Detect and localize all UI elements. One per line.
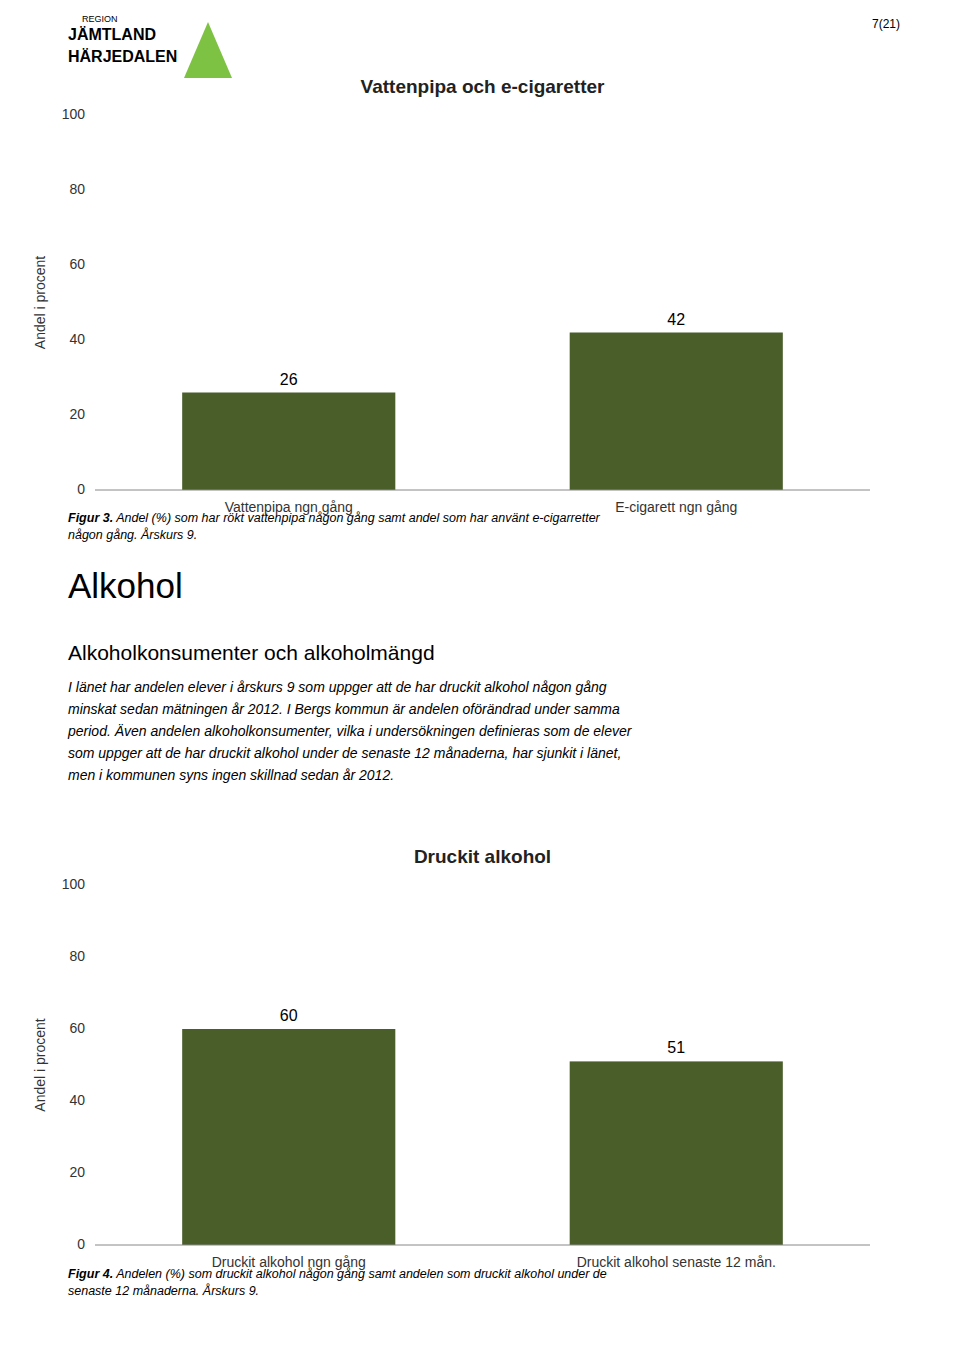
data-label: 26 xyxy=(280,371,298,388)
bar xyxy=(182,1029,395,1245)
x-tick-label: E-cigarett ngn gång xyxy=(615,499,737,515)
text-line: någon gång. Årskurs 9. xyxy=(68,527,197,542)
bar xyxy=(570,333,783,491)
text-line: men i kommunen syns ingen skillnad sedan… xyxy=(68,767,394,783)
text-line: period. Även andelen alkoholkonsumenter,… xyxy=(67,723,633,739)
y-tick-label: 20 xyxy=(69,406,85,422)
y-tick-label: 60 xyxy=(69,256,85,272)
y-tick-label: 0 xyxy=(77,481,85,497)
page-number: 7(21) xyxy=(872,17,900,31)
y-axis-label: Andel i procent xyxy=(32,1018,48,1112)
caption-label: Figur 4. xyxy=(68,1267,113,1281)
text-line: I länet har andelen elever i årskurs 9 s… xyxy=(68,679,607,695)
bar xyxy=(570,1061,783,1245)
logo-text: REGION xyxy=(82,14,118,24)
body-text: I länet har andelen elever i årskurs 9 s… xyxy=(67,679,633,783)
page: {"chart_data": [ {"type": "bar", "title"… xyxy=(0,0,960,1358)
header: Alkohol xyxy=(68,566,183,605)
bars xyxy=(182,333,783,491)
subheader: Alkoholkonsumenter och alkoholmängd xyxy=(68,641,435,664)
text-line: som uppger att de har druckit alkohol un… xyxy=(68,745,621,761)
text-line: minskat sedan mätningen år 2012. I Bergs… xyxy=(68,701,620,717)
text-line: senaste 12 månaderna. Årskurs 9. xyxy=(68,1283,259,1298)
text-line: Andel (%) som har rökt vattenpipa någon … xyxy=(113,511,600,525)
y-tick-label: 100 xyxy=(62,876,86,892)
background xyxy=(0,0,960,1358)
logo-text: JÄMTLAND xyxy=(68,26,156,43)
x-axis-line xyxy=(95,1245,870,1246)
chart: Vattenpipa och e-cigaretter 0 20 40 60 80 100 A… xyxy=(32,76,870,515)
chart-title: Druckit alkohol xyxy=(414,846,551,867)
caption-label: Figur 3. xyxy=(68,511,113,525)
bars xyxy=(182,1029,783,1245)
y-tick-label: 40 xyxy=(69,331,85,347)
chart: Druckit alkohol 0 20 40 60 80 100 Andel i proce… xyxy=(32,846,870,1270)
data-label: 60 xyxy=(280,1007,298,1024)
y-axis-label: Andel i procent xyxy=(32,256,48,350)
y-tick-label: 60 xyxy=(69,1020,85,1036)
y-tick-label: 100 xyxy=(62,106,86,122)
data-label: 51 xyxy=(667,1039,685,1056)
page-svg: REGION JÄMTLAND HÄRJEDALEN 7(21) Vattenpipa … xyxy=(0,0,960,1358)
logo-text: HÄRJEDALEN xyxy=(68,48,177,65)
y-tick-label: 80 xyxy=(69,181,85,197)
caption-text: Andel (%) som har rökt vattenpipa någon … xyxy=(68,511,601,542)
y-tick-label: 40 xyxy=(69,1092,85,1108)
caption-text: Andelen (%) som druckit alkohol någon gå… xyxy=(68,1267,607,1298)
bar xyxy=(182,393,395,491)
y-tick-label: 0 xyxy=(77,1236,85,1252)
x-axis-line xyxy=(95,490,870,491)
logo-icon xyxy=(184,22,232,78)
chart-title: Vattenpipa och e-cigaretter xyxy=(361,76,606,97)
y-tick-label: 80 xyxy=(69,948,85,964)
y-tick-label: 20 xyxy=(69,1164,85,1180)
data-label: 42 xyxy=(667,311,685,328)
text-line: Andelen (%) som druckit alkohol någon gå… xyxy=(113,1267,607,1281)
